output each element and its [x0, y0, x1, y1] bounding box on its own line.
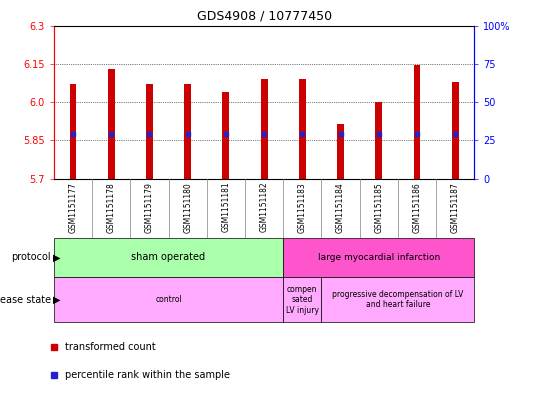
Bar — [375, 102, 382, 179]
Text: GSM1151185: GSM1151185 — [374, 182, 383, 233]
Text: GSM1151177: GSM1151177 — [68, 182, 78, 233]
Bar — [261, 79, 267, 179]
Text: GSM1151179: GSM1151179 — [145, 182, 154, 233]
Title: GDS4908 / 10777450: GDS4908 / 10777450 — [197, 10, 331, 23]
Bar — [146, 84, 153, 179]
Text: sham operated: sham operated — [132, 252, 205, 263]
Text: compen
sated
LV injury: compen sated LV injury — [286, 285, 319, 314]
Bar — [283, 277, 321, 322]
Text: ▶: ▶ — [53, 295, 61, 305]
Bar — [452, 82, 459, 179]
Bar — [184, 84, 191, 179]
Text: GSM1151187: GSM1151187 — [451, 182, 460, 233]
Text: GSM1151183: GSM1151183 — [298, 182, 307, 233]
Bar — [337, 124, 344, 179]
Text: disease state: disease state — [0, 295, 51, 305]
Text: protocol: protocol — [11, 252, 51, 263]
Text: GSM1151182: GSM1151182 — [260, 182, 268, 232]
Text: GSM1151181: GSM1151181 — [222, 182, 230, 232]
Bar — [413, 65, 420, 179]
Text: GSM1151184: GSM1151184 — [336, 182, 345, 233]
Bar — [70, 84, 77, 179]
Bar — [54, 277, 283, 322]
Bar — [283, 238, 474, 277]
Bar — [299, 79, 306, 179]
Text: ▶: ▶ — [53, 252, 61, 263]
Text: GSM1151180: GSM1151180 — [183, 182, 192, 233]
Text: percentile rank within the sample: percentile rank within the sample — [65, 370, 230, 380]
Text: GSM1151178: GSM1151178 — [107, 182, 116, 233]
Bar — [223, 92, 229, 179]
Text: transformed count: transformed count — [65, 342, 155, 352]
Text: large myocardial infarction: large myocardial infarction — [317, 253, 440, 262]
Bar — [108, 69, 115, 179]
Bar — [54, 238, 283, 277]
Bar — [321, 277, 474, 322]
Text: GSM1151186: GSM1151186 — [412, 182, 421, 233]
Text: progressive decompensation of LV
and heart failure: progressive decompensation of LV and hea… — [332, 290, 464, 309]
Text: control: control — [155, 295, 182, 304]
